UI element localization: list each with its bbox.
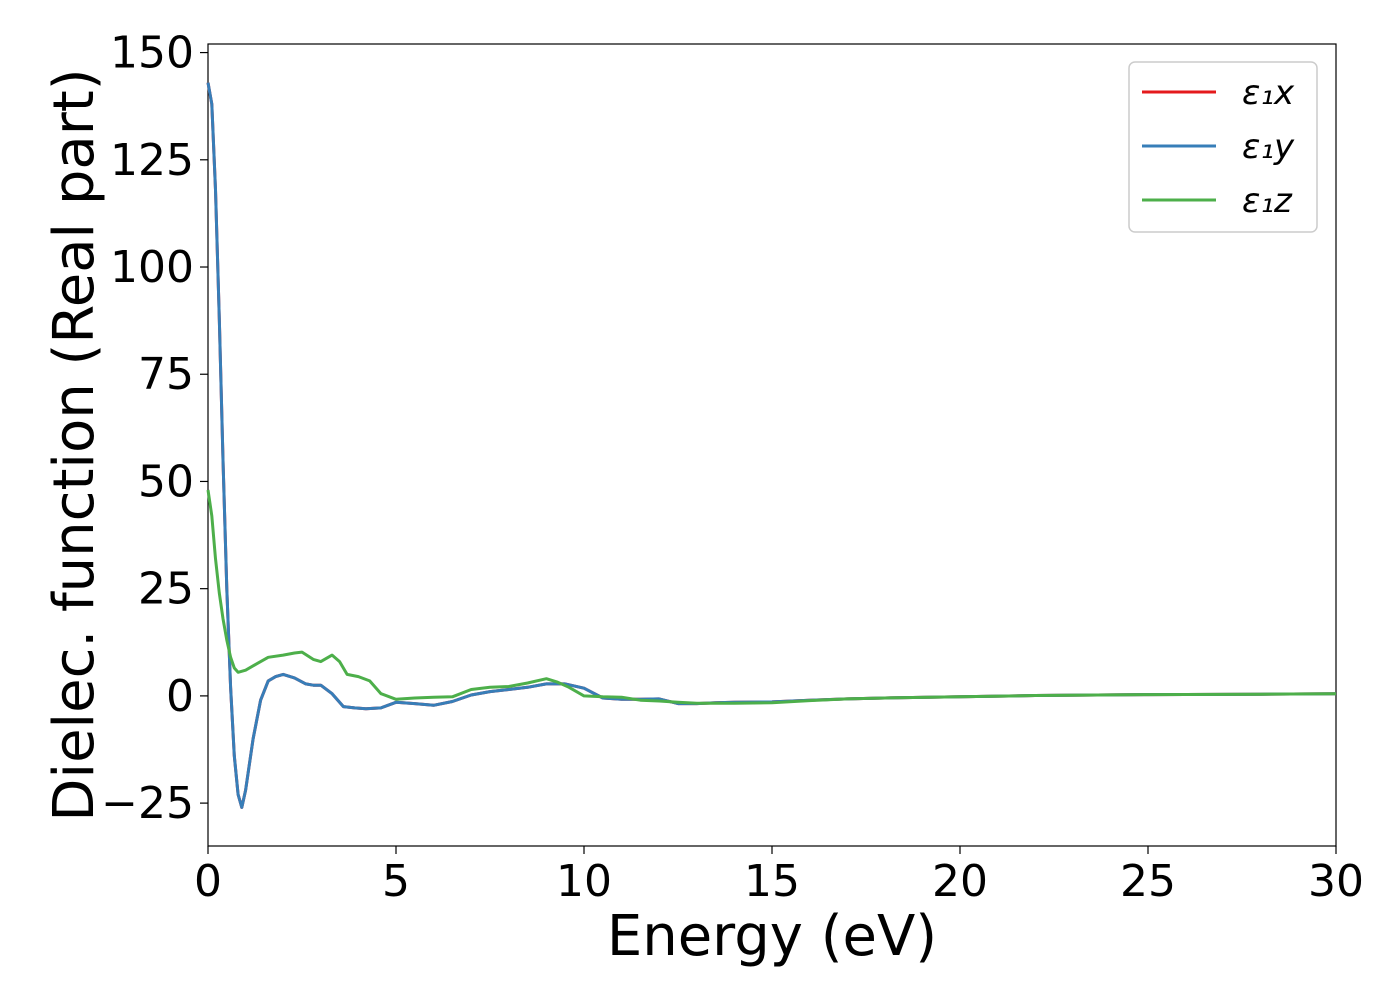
x-tick-label: 0	[194, 856, 222, 907]
y-tick-label: 125	[110, 135, 194, 186]
y-tick-label: 100	[110, 242, 194, 293]
legend-label: ε₁y	[1242, 127, 1295, 167]
x-axis-ticks: 0 5 10 15 20 25 30	[194, 846, 1364, 907]
y-tick-label: 50	[138, 456, 194, 507]
legend-label: ε₁x	[1242, 73, 1295, 113]
y-tick-label: 150	[110, 28, 194, 79]
series-line-3	[206, 489, 1337, 705]
x-tick-label: 5	[382, 856, 410, 907]
legend: ε₁x ε₁y ε₁z	[1128, 61, 1318, 233]
series-layer	[206, 82, 1337, 809]
x-tick-label: 30	[1308, 856, 1364, 907]
x-tick-label: 15	[744, 856, 800, 907]
y-tick-label: 75	[138, 349, 194, 400]
y-tick-label: 25	[138, 564, 194, 615]
y-axis-ticks: −25 0 25 50 75 100 125 150	[101, 28, 208, 829]
x-tick-label: 10	[556, 856, 612, 907]
x-axis-title: Energy (eV)	[607, 904, 937, 969]
legend-label: ε₁z	[1242, 181, 1293, 221]
legend-box	[1128, 61, 1318, 233]
x-tick-label: 20	[932, 856, 988, 907]
y-tick-label: −25	[101, 778, 194, 829]
y-tick-label: 0	[166, 671, 194, 722]
x-tick-label: 25	[1120, 856, 1176, 907]
y-axis-title: Dielec. function (Real part)	[42, 68, 107, 821]
